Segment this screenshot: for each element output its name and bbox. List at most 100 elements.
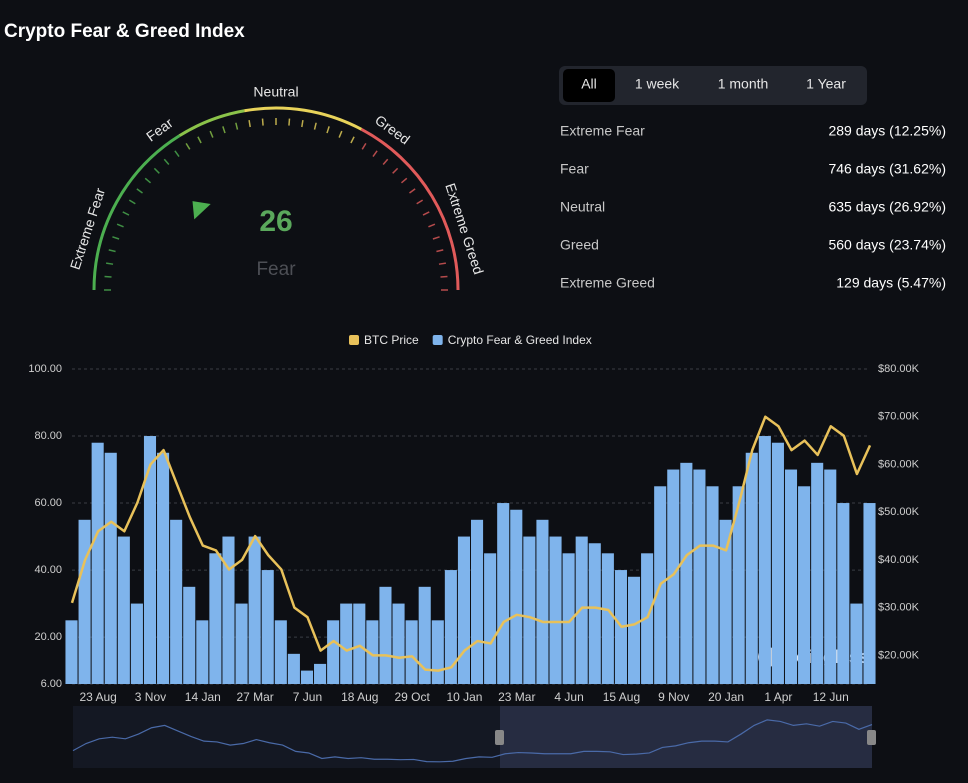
gauge-arc bbox=[244, 106, 363, 131]
gauge-tick bbox=[326, 126, 330, 134]
bar bbox=[183, 586, 196, 684]
bar bbox=[65, 620, 78, 684]
navigator-line bbox=[72, 719, 873, 763]
bar bbox=[117, 536, 130, 684]
bar bbox=[379, 586, 392, 684]
stat-name: Fear bbox=[560, 161, 589, 177]
y-tick-label: 100.00 bbox=[28, 363, 62, 375]
gauge-tick bbox=[222, 126, 226, 134]
bar bbox=[78, 519, 91, 684]
stat-value: 129 days (5.47%) bbox=[836, 275, 946, 291]
x-tick-label: 23 Mar bbox=[498, 690, 535, 704]
gauge-tick bbox=[104, 275, 112, 278]
bar bbox=[497, 503, 510, 684]
tab[interactable]: 1 week bbox=[635, 76, 680, 92]
gauge-tick bbox=[432, 236, 440, 240]
bar bbox=[91, 442, 104, 684]
gauge-tick bbox=[301, 120, 304, 128]
gauge-tick bbox=[261, 118, 264, 126]
bar bbox=[771, 442, 784, 684]
bar bbox=[601, 553, 614, 684]
bar bbox=[745, 452, 758, 684]
y-tick-label: 80.00 bbox=[34, 430, 62, 442]
bar bbox=[837, 503, 850, 684]
bar bbox=[314, 663, 327, 684]
bar bbox=[261, 570, 274, 684]
bar bbox=[667, 469, 680, 684]
gauge-arc bbox=[178, 109, 245, 137]
navigator-window bbox=[500, 706, 872, 768]
gauge-tick bbox=[136, 188, 143, 194]
gauge-classification: Fear bbox=[256, 259, 296, 280]
gauge-tick bbox=[163, 158, 170, 166]
x-tick-label: 3 Nov bbox=[135, 690, 166, 704]
x-tick-label: 4 Jun bbox=[554, 690, 583, 704]
tab[interactable]: All bbox=[581, 76, 597, 92]
bar bbox=[863, 503, 876, 684]
gauge-tick bbox=[108, 249, 116, 253]
bar bbox=[130, 603, 143, 684]
stat-name: Extreme Fear bbox=[560, 123, 645, 139]
y2-tick-label: $50.00K bbox=[878, 506, 920, 518]
bar bbox=[170, 519, 183, 684]
tab-selected-bg bbox=[563, 69, 615, 102]
navigator-handle[interactable] bbox=[867, 730, 876, 745]
gauge-tick bbox=[248, 120, 251, 128]
gauge-tick bbox=[372, 150, 378, 157]
bar bbox=[562, 553, 575, 684]
bar bbox=[798, 486, 811, 684]
bar bbox=[274, 620, 287, 684]
gauge-tick bbox=[382, 158, 389, 166]
navigator-handle[interactable] bbox=[495, 730, 504, 745]
page-title: Crypto Fear & Greed Index bbox=[4, 21, 245, 42]
gauge-value: 26 bbox=[259, 205, 292, 238]
gauge-tick bbox=[436, 249, 444, 253]
y2-tick-label: $20.00K bbox=[878, 649, 920, 661]
gauge-tick bbox=[416, 199, 424, 205]
gauge-tick bbox=[174, 150, 180, 157]
price-line bbox=[70, 415, 872, 672]
gauge-needle bbox=[192, 201, 211, 220]
x-tick-label: 18 Aug bbox=[341, 690, 378, 704]
x-tick-label: 14 Jan bbox=[185, 690, 221, 704]
gauge-tick bbox=[338, 130, 343, 138]
bar bbox=[222, 536, 235, 684]
gauge-tick bbox=[106, 262, 114, 265]
gauge-tick bbox=[112, 236, 120, 240]
x-tick-label: 10 Jan bbox=[446, 690, 482, 704]
bar bbox=[536, 519, 549, 684]
bar bbox=[157, 452, 170, 684]
gauge-tick bbox=[197, 136, 202, 144]
bar bbox=[811, 462, 824, 684]
gauge-tick bbox=[185, 142, 191, 150]
gauge-tick bbox=[209, 130, 214, 138]
gauge-tick bbox=[144, 177, 152, 184]
x-tick-label: 27 Mar bbox=[236, 690, 273, 704]
bar bbox=[627, 576, 641, 684]
bar bbox=[444, 570, 457, 684]
bar bbox=[235, 603, 248, 684]
gauge-tick bbox=[428, 223, 436, 228]
legend-swatch bbox=[349, 335, 359, 345]
stat-value: 560 days (23.74%) bbox=[828, 237, 946, 253]
x-tick-label: 7 Jun bbox=[293, 690, 322, 704]
tab[interactable]: 1 month bbox=[718, 76, 769, 92]
bar bbox=[353, 603, 366, 684]
gauge-tick bbox=[235, 122, 239, 130]
bar bbox=[300, 670, 314, 684]
y2-tick-label: $40.00K bbox=[878, 554, 920, 566]
legend-label: Crypto Fear & Greed Index bbox=[448, 333, 592, 347]
x-tick-label: 20 Jan bbox=[708, 690, 744, 704]
gauge-tick bbox=[392, 167, 399, 174]
bar bbox=[706, 486, 719, 684]
bar bbox=[549, 536, 562, 684]
gauge-tick bbox=[313, 122, 317, 130]
gauge-arc bbox=[92, 134, 181, 291]
x-tick-label: 9 Nov bbox=[658, 690, 689, 704]
gauge-tick bbox=[288, 118, 291, 126]
bar bbox=[457, 536, 470, 684]
bar bbox=[484, 553, 497, 684]
tab[interactable]: 1 Year bbox=[806, 76, 846, 92]
